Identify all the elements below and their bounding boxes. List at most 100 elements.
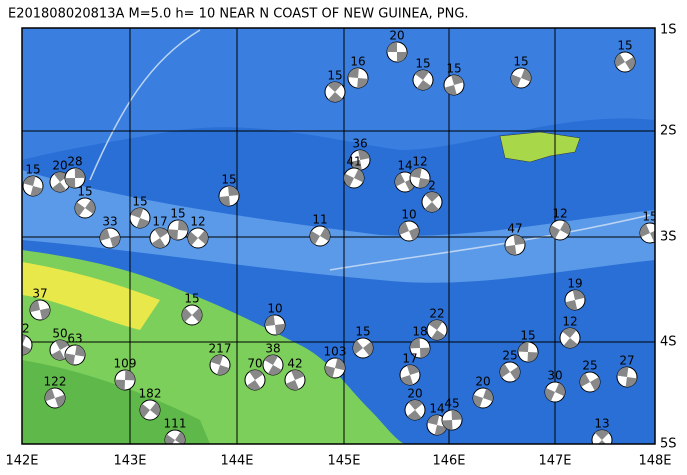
compression-quadrant <box>125 370 135 381</box>
lat-label: 5S <box>660 437 677 452</box>
compression-quadrant <box>415 69 430 80</box>
depth-label: 12 <box>14 322 29 336</box>
compression-quadrant <box>65 178 76 188</box>
compression-quadrant <box>30 300 40 313</box>
compression-quadrant <box>192 308 203 323</box>
compression-quadrant <box>521 68 532 82</box>
focal-mechanism: 111 <box>164 417 186 444</box>
compression-quadrant <box>75 202 85 217</box>
compression-quadrant <box>219 196 231 206</box>
lon-label: 146E <box>432 454 465 469</box>
compression-quadrant <box>51 350 65 361</box>
compression-quadrant <box>408 400 423 410</box>
compression-quadrant <box>246 380 261 390</box>
focal-mechanism: 16 <box>347 55 369 89</box>
compression-quadrant <box>399 221 409 235</box>
compression-quadrant <box>442 420 453 430</box>
compression-quadrant <box>615 53 625 68</box>
compression-quadrant <box>285 380 299 390</box>
compression-quadrant <box>268 365 282 375</box>
depth-label: 103 <box>324 345 347 359</box>
depth-label: 15 <box>184 292 199 306</box>
focal-mechanism: 15 <box>22 163 44 197</box>
compression-quadrant <box>182 307 192 322</box>
depth-label: 11 <box>312 213 327 227</box>
focal-mechanism: 25 <box>579 359 601 393</box>
compression-quadrant <box>625 377 637 387</box>
focal-mechanism: 17 <box>399 352 421 386</box>
focal-mechanism: 15 <box>129 195 151 229</box>
focal-mechanism: 45 <box>441 397 463 431</box>
focal-mechanism: 20 <box>472 375 494 409</box>
compression-quadrant <box>425 192 440 202</box>
depth-label: 37 <box>32 287 47 301</box>
compression-quadrant <box>310 230 320 245</box>
depth-label: 16 <box>350 55 365 69</box>
depth-label: 15 <box>446 62 461 76</box>
compression-quadrant <box>74 168 85 178</box>
compression-quadrant <box>150 402 160 417</box>
depth-label: 2 <box>428 179 436 193</box>
focal-mechanism: 13 <box>591 417 613 444</box>
compression-quadrant <box>625 56 635 71</box>
compression-quadrant <box>617 367 629 377</box>
compression-quadrant <box>320 227 331 242</box>
lat-label: 3S <box>660 230 677 245</box>
focal-mechanism: 12 <box>14 322 33 356</box>
focal-mechanism: 19 <box>564 277 586 311</box>
land-low <box>22 360 210 444</box>
compression-quadrant <box>85 199 95 214</box>
depth-label: 63 <box>67 332 82 346</box>
compression-quadrant <box>431 330 446 341</box>
compression-quadrant <box>216 365 230 375</box>
depth-label: 15 <box>221 173 236 187</box>
focal-mechanism: 103 <box>324 345 347 379</box>
focal-mechanism: 10 <box>264 302 286 336</box>
compression-quadrant <box>188 231 198 246</box>
lon-label: 142E <box>5 454 38 469</box>
compression-quadrant <box>550 225 560 239</box>
focal-mechanism: 15 <box>352 325 374 359</box>
compression-quadrant <box>350 160 362 170</box>
compression-quadrant <box>562 328 577 338</box>
focal-mechanism: 15 <box>218 173 240 207</box>
depth-label: 15 <box>617 39 632 53</box>
compression-quadrant <box>395 173 405 187</box>
focal-mechanism: 15 <box>412 57 434 91</box>
depth-label: 15 <box>355 325 370 339</box>
depth-label: 22 <box>429 307 444 321</box>
focal-mechanism: 15 <box>181 292 203 326</box>
focal-mechanism: 22 <box>426 307 448 341</box>
compression-quadrant <box>23 176 36 186</box>
compression-quadrant <box>358 150 370 160</box>
compression-quadrant <box>264 355 278 365</box>
depth-label: 25 <box>582 359 597 373</box>
compression-quadrant <box>580 373 590 387</box>
depth-label: 20 <box>389 29 404 43</box>
land-high <box>22 262 160 330</box>
depth-label: 109 <box>114 357 137 371</box>
depth-label: 17 <box>402 352 417 366</box>
depth-label: 12 <box>552 207 567 221</box>
compression-quadrant <box>264 315 275 327</box>
focal-mechanism: 12 <box>559 315 581 349</box>
focal-mechanism: 122 <box>44 375 66 409</box>
compression-quadrant <box>444 85 457 96</box>
compression-quadrant <box>483 388 494 402</box>
compression-quadrant <box>650 230 655 243</box>
lat-label: 4S <box>660 335 677 350</box>
depth-label: 15 <box>520 329 535 343</box>
compression-quadrant <box>451 75 464 85</box>
compression-quadrant <box>328 92 343 103</box>
focal-mechanism: 25 <box>499 349 521 383</box>
depth-label: 19 <box>567 277 582 291</box>
depth-label: 18 <box>412 325 427 339</box>
focal-mechanism: 30 <box>544 369 566 403</box>
compression-quadrant <box>397 52 407 62</box>
depth-label: 15 <box>513 55 528 69</box>
focal-mechanism: 41 <box>343 155 365 189</box>
depth-label: 20 <box>52 159 67 173</box>
axes: 1S 2S 3S 4S 5S 142E 143E 144E 145E 146E 147E 148E <box>5 23 676 469</box>
